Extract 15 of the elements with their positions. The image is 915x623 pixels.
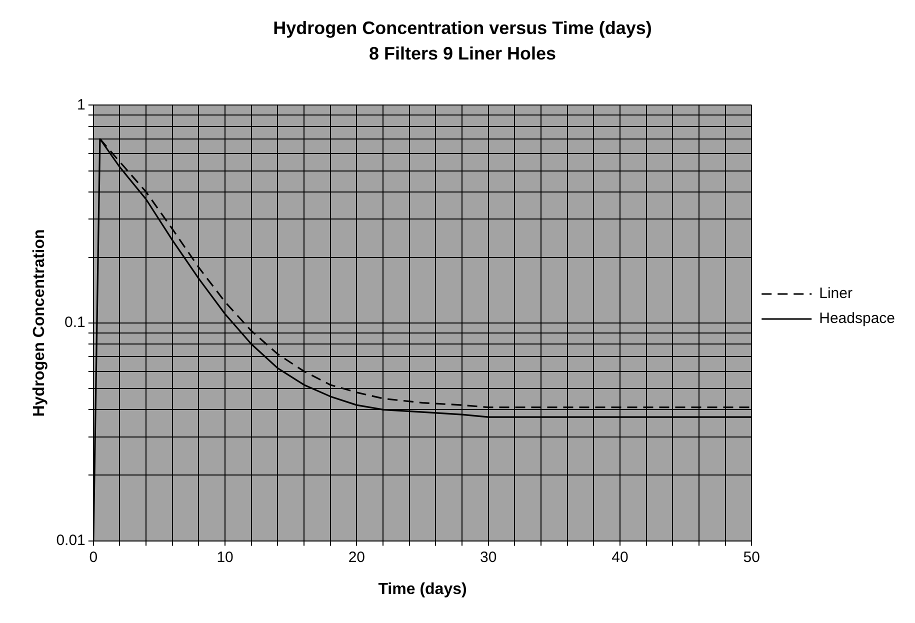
- legend-label: Liner: [819, 285, 852, 302]
- x-tick-label: 10: [216, 548, 234, 566]
- chart-title: Hydrogen Concentration versus Time (days): [273, 18, 652, 38]
- y-tick-label: 0.1: [64, 314, 86, 332]
- y-axis-title: Hydrogen Concentration: [31, 229, 48, 417]
- x-tick-label: 30: [480, 548, 497, 566]
- x-tick-label: 20: [348, 548, 366, 566]
- legend-label: Headspace: [819, 310, 896, 328]
- x-tick-label: 50: [743, 548, 760, 566]
- x-axis-title: Time (days): [378, 580, 467, 598]
- x-tick-label: 0: [89, 548, 98, 566]
- x-tick-label: 40: [612, 548, 628, 566]
- y-tick-label: 0.01: [56, 532, 86, 549]
- chart-subtitle: 8 Filters 9 Liner Holes: [368, 43, 556, 64]
- y-tick-label: 1: [77, 96, 86, 114]
